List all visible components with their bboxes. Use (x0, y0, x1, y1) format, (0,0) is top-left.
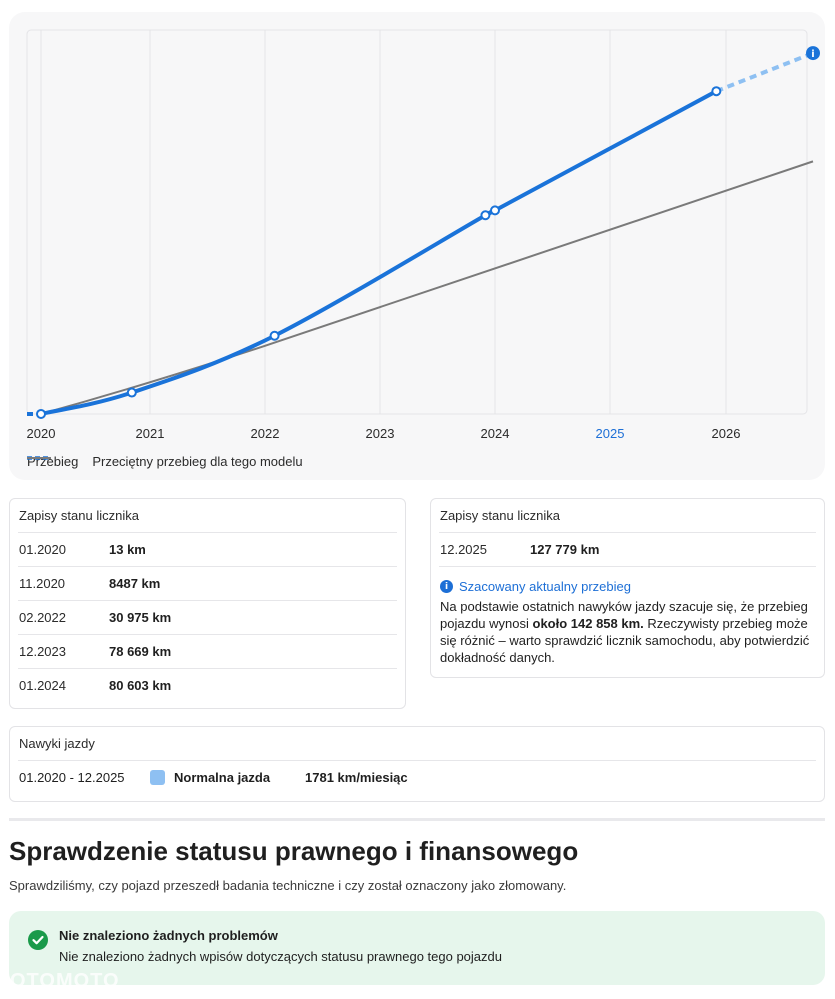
series-line-estimate (715, 51, 814, 94)
legend-label-average: Przeciętny przebieg dla tego modelu (92, 454, 303, 469)
x-tick-label: 2024 (481, 426, 510, 441)
x-tick-label: 2022 (251, 426, 280, 441)
x-tick-label: 2023 (366, 426, 395, 441)
data-point (490, 205, 500, 216)
legend-item-average: Przeciętny przebieg dla tego modelu (27, 454, 303, 469)
series-line-average (40, 160, 814, 415)
record-value: 30 975 km (109, 610, 172, 625)
estimate-value: około 142 858 km. (532, 616, 644, 631)
card-title: Nawyki jazdy (19, 736, 95, 751)
habit-row: 01.2020 - 12.2025 Normalna jazda 1781 km… (18, 760, 816, 794)
record-value: 80 603 km (109, 678, 172, 693)
x-tick-label: 2026 (712, 426, 741, 441)
divider (439, 566, 816, 567)
section-divider (9, 818, 825, 821)
info-icon: i (440, 580, 453, 593)
estimate-title-text: Szacowany aktualny przebieg (459, 579, 631, 594)
record-date: 01.2020 (19, 542, 66, 557)
record-date: 12.2025 (440, 542, 487, 557)
record-value: 127 779 km (530, 542, 600, 557)
record-value: 78 669 km (109, 644, 172, 659)
data-point (36, 408, 46, 419)
estimate-point-info-icon (806, 46, 820, 61)
table-row: 12.2023 78 669 km (18, 634, 397, 668)
table-row: 12.2025 127 779 km (439, 532, 816, 566)
plot-area (26, 29, 808, 415)
habit-rate: 1781 km/miesiąc (305, 770, 408, 785)
odometer-estimate-card: Zapisy stanu licznika 12.2025 127 779 km… (430, 498, 825, 678)
x-tick-label: 2020 (27, 426, 56, 441)
card-title: Zapisy stanu licznika (19, 508, 139, 523)
legend-line-icon (27, 457, 51, 459)
mileage-chart-card: 2020 2021 2022 2023 2024 2025 2026 i Przebieg P… (9, 12, 825, 480)
driving-habits-card: Nawyki jazdy 01.2020 - 12.2025 Normalna … (9, 726, 825, 802)
x-tick-label: 2021 (136, 426, 165, 441)
table-row: 01.2020 13 km (18, 532, 397, 566)
section-subtitle: Sprawdziliśmy, czy pojazd przeszedł bada… (9, 878, 567, 893)
record-date: 11.2020 (19, 576, 66, 591)
section-heading: Sprawdzenie statusu prawnego i finansowe… (9, 836, 579, 866)
check-circle-icon (28, 930, 48, 950)
record-date: 12.2023 (19, 644, 66, 659)
watermark-logo: OTOMOTO (10, 970, 120, 992)
estimate-text-part: Na podstawie ostatnich nawyków jazdy sza… (440, 599, 808, 631)
table-row: 01.2024 80 603 km (18, 668, 397, 702)
status-ok-text: Nie znaleziono żadnych wpisów dotyczącyc… (59, 949, 502, 964)
habit-type: Normalna jazda (174, 770, 271, 785)
chart-legend: Przebieg Przeciętny przebieg dla tego mo… (27, 454, 317, 469)
data-point (269, 330, 280, 341)
estimate-text-part: Rzeczywisty przebieg może się różnić – w… (440, 616, 810, 665)
table-row: 11.2020 8487 km (18, 566, 397, 600)
info-icon-glyph: i (811, 49, 814, 60)
data-point (126, 387, 137, 398)
status-ok-title: Nie znaleziono żadnych problemów (59, 928, 278, 943)
status-ok-banner: Nie znaleziono żadnych problemów Nie zna… (9, 911, 825, 985)
estimate-description: Na podstawie ostatnich nawyków jazdy sza… (440, 598, 815, 666)
record-date: 01.2024 (19, 678, 66, 693)
estimate-title: i Szacowany aktualny przebieg (440, 579, 815, 594)
mileage-chart: 2020 2021 2022 2023 2024 2025 2026 i (26, 29, 820, 441)
card-title: Zapisy stanu licznika (440, 508, 560, 523)
data-point (711, 86, 722, 97)
odometer-records-card: Zapisy stanu licznika 01.2020 13 km 11.2… (9, 498, 406, 709)
record-date: 02.2022 (19, 610, 66, 625)
x-tick-label: 2025 (596, 426, 625, 441)
data-point (480, 210, 491, 221)
habit-period: 01.2020 - 12.2025 (19, 770, 125, 785)
record-value: 13 km (109, 542, 146, 557)
table-row: 02.2022 30 975 km (18, 600, 397, 634)
record-value: 8487 km (109, 576, 161, 591)
habit-color-swatch (150, 770, 165, 785)
